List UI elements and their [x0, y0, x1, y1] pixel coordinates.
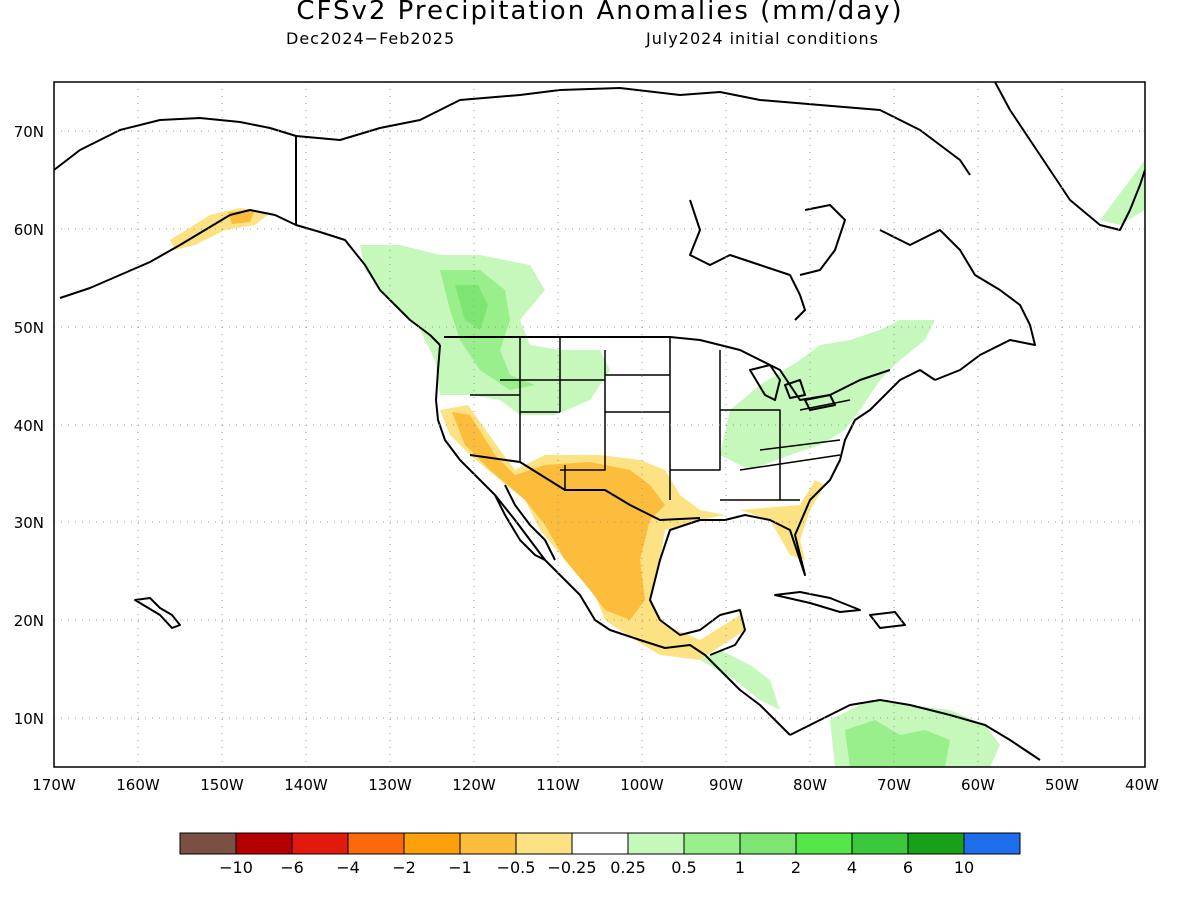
wet-anomaly-central-america: [700, 650, 780, 710]
colorbar-swatch: [235, 832, 293, 855]
colorbar-label: 0.5: [671, 858, 696, 877]
colorbar-swatch: [795, 832, 853, 855]
colorbar-label: 4: [847, 858, 857, 877]
colorbar-swatch: [851, 832, 909, 855]
us-state-lines: [470, 337, 851, 501]
colorbar-label: −10: [219, 858, 253, 877]
colorbar-label: −0.5: [497, 858, 536, 877]
colorbar-swatch: [179, 832, 237, 855]
lon-label: 60W: [961, 776, 995, 794]
lon-label: 70W: [877, 776, 911, 794]
colorbar-swatch: [907, 832, 965, 855]
wet-anomaly-south-america-core: [845, 720, 950, 767]
lon-label: 90W: [709, 776, 743, 794]
hawaii: [134, 597, 181, 629]
labrador-coast: [879, 229, 1036, 381]
lon-label: 160W: [116, 776, 160, 794]
cuba: [774, 591, 861, 613]
dry-anomaly-alaska: [170, 208, 270, 250]
canada-arctic-coast: [295, 87, 971, 176]
colorbar-swatch: [739, 832, 797, 855]
initial-conditions: July2024 initial conditions: [646, 29, 879, 48]
lon-label: 40W: [1125, 776, 1159, 794]
longitude-labels: 170W 160W 150W 140W 130W 120W 110W 100W …: [32, 776, 1159, 794]
lon-label: 140W: [284, 776, 328, 794]
gulf-coast: [649, 519, 746, 656]
colorbar-label: −0.25: [547, 858, 596, 877]
baja-california: [494, 484, 556, 561]
lat-label: 60N: [14, 221, 44, 239]
lon-label: 170W: [32, 776, 76, 794]
colorbar-swatch: [459, 832, 517, 855]
map-frame: [53, 81, 1146, 768]
lat-label: 40N: [14, 417, 44, 435]
colorbar-labels: −10 −6 −4 −2 −1 −0.5 −0.25 0.25 0.5 1 2 …: [219, 858, 974, 877]
south-america-coast: [789, 699, 1041, 761]
colorbar-swatch: [683, 832, 741, 855]
lat-label: 70N: [14, 123, 44, 141]
lat-label: 30N: [14, 514, 44, 532]
forecast-period: Dec2024−Feb2025: [286, 29, 456, 48]
coastlines: [54, 82, 1145, 761]
colorbar-label: −4: [336, 858, 360, 877]
colorbar-label: −1: [448, 858, 472, 877]
colorbar-swatch: [963, 832, 1021, 855]
graticule: [54, 82, 1145, 767]
colorbar-label: 6: [903, 858, 913, 877]
colorbar-swatch: [403, 832, 461, 855]
wet-anomaly-northwest-peak: [455, 285, 488, 330]
lon-label: 100W: [620, 776, 664, 794]
us-west-coast: [435, 344, 791, 736]
anomaly-shading: [170, 160, 1145, 767]
lon-label: 130W: [368, 776, 412, 794]
lon-label: 50W: [1045, 776, 1079, 794]
us-east-coast: [724, 369, 936, 576]
lat-label: 50N: [14, 319, 44, 337]
hispaniola: [869, 611, 906, 629]
lon-label: 80W: [793, 776, 827, 794]
latitude-labels: 70N 60N 50N 40N 30N 20N 10N: [14, 123, 44, 728]
colorbar-swatch: [347, 832, 405, 855]
colorbar-swatch: [627, 832, 685, 855]
lon-label: 150W: [200, 776, 244, 794]
colorbar-label: 10: [954, 858, 974, 877]
colorbar-label: 2: [791, 858, 801, 877]
colorbar-swatch: [515, 832, 573, 855]
colorbar-swatch: [291, 832, 349, 855]
map-title: CFSv2 Precipitation Anomalies (mm/day): [296, 0, 904, 26]
colorbar-label: 0.25: [610, 858, 646, 877]
lon-label: 120W: [452, 776, 496, 794]
colorbar-swatch: [571, 832, 629, 855]
colorbar-label: −6: [280, 858, 304, 877]
hudson-bay: [689, 199, 846, 321]
lon-label: 110W: [536, 776, 580, 794]
greenland-coast: [994, 82, 1145, 231]
wet-anomaly-greenland: [1100, 160, 1145, 225]
colorbar-label: −2: [392, 858, 416, 877]
us-canada-border: [444, 336, 891, 401]
colorbar-label: 1: [735, 858, 745, 877]
colorbar: [179, 832, 1021, 855]
alaska-coast: [54, 117, 441, 346]
dry-anomaly-florida: [740, 480, 825, 560]
lat-label: 20N: [14, 612, 44, 630]
lat-label: 10N: [14, 710, 44, 728]
